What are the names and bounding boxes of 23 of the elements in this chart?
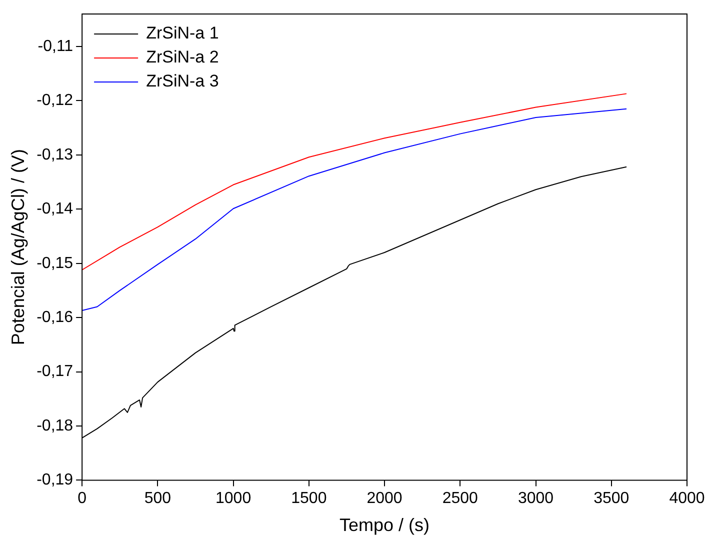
x-tick-label: 3000: [518, 490, 554, 508]
y-tick-label: -0,11: [38, 38, 74, 55]
y-tick-label: -0,17: [36, 363, 74, 380]
legend-label: ZrSiN-a 3: [146, 72, 219, 91]
x-tick-label: 1000: [216, 490, 252, 508]
y-tick-label: -0,14: [36, 200, 74, 218]
y-axis-title: Potencial (Ag/AgCl) / (V): [8, 149, 28, 346]
y-tick-label: -0,15: [36, 254, 74, 272]
x-tick-label: 2000: [366, 490, 402, 508]
x-axis-title: Tempo / (s): [340, 515, 430, 536]
y-tick-label: -0,19: [36, 472, 74, 489]
y-tick-label: -0,18: [36, 417, 74, 434]
y-tick-label: -0,13: [36, 146, 74, 164]
x-tick-label: 2500: [442, 490, 478, 508]
x-tick-label: 0: [78, 490, 87, 508]
x-tick-label: 1500: [291, 490, 327, 508]
legend-label: ZrSiN-a 2: [146, 48, 219, 67]
y-tick-label: -0,16: [36, 308, 74, 326]
x-tick-label: 3500: [594, 490, 630, 508]
y-tick-label: -0,12: [36, 92, 74, 110]
x-tick-label: 4000: [669, 490, 705, 508]
x-tick-label: 500: [144, 490, 172, 508]
legend-label: ZrSiN-a 1: [146, 24, 219, 43]
